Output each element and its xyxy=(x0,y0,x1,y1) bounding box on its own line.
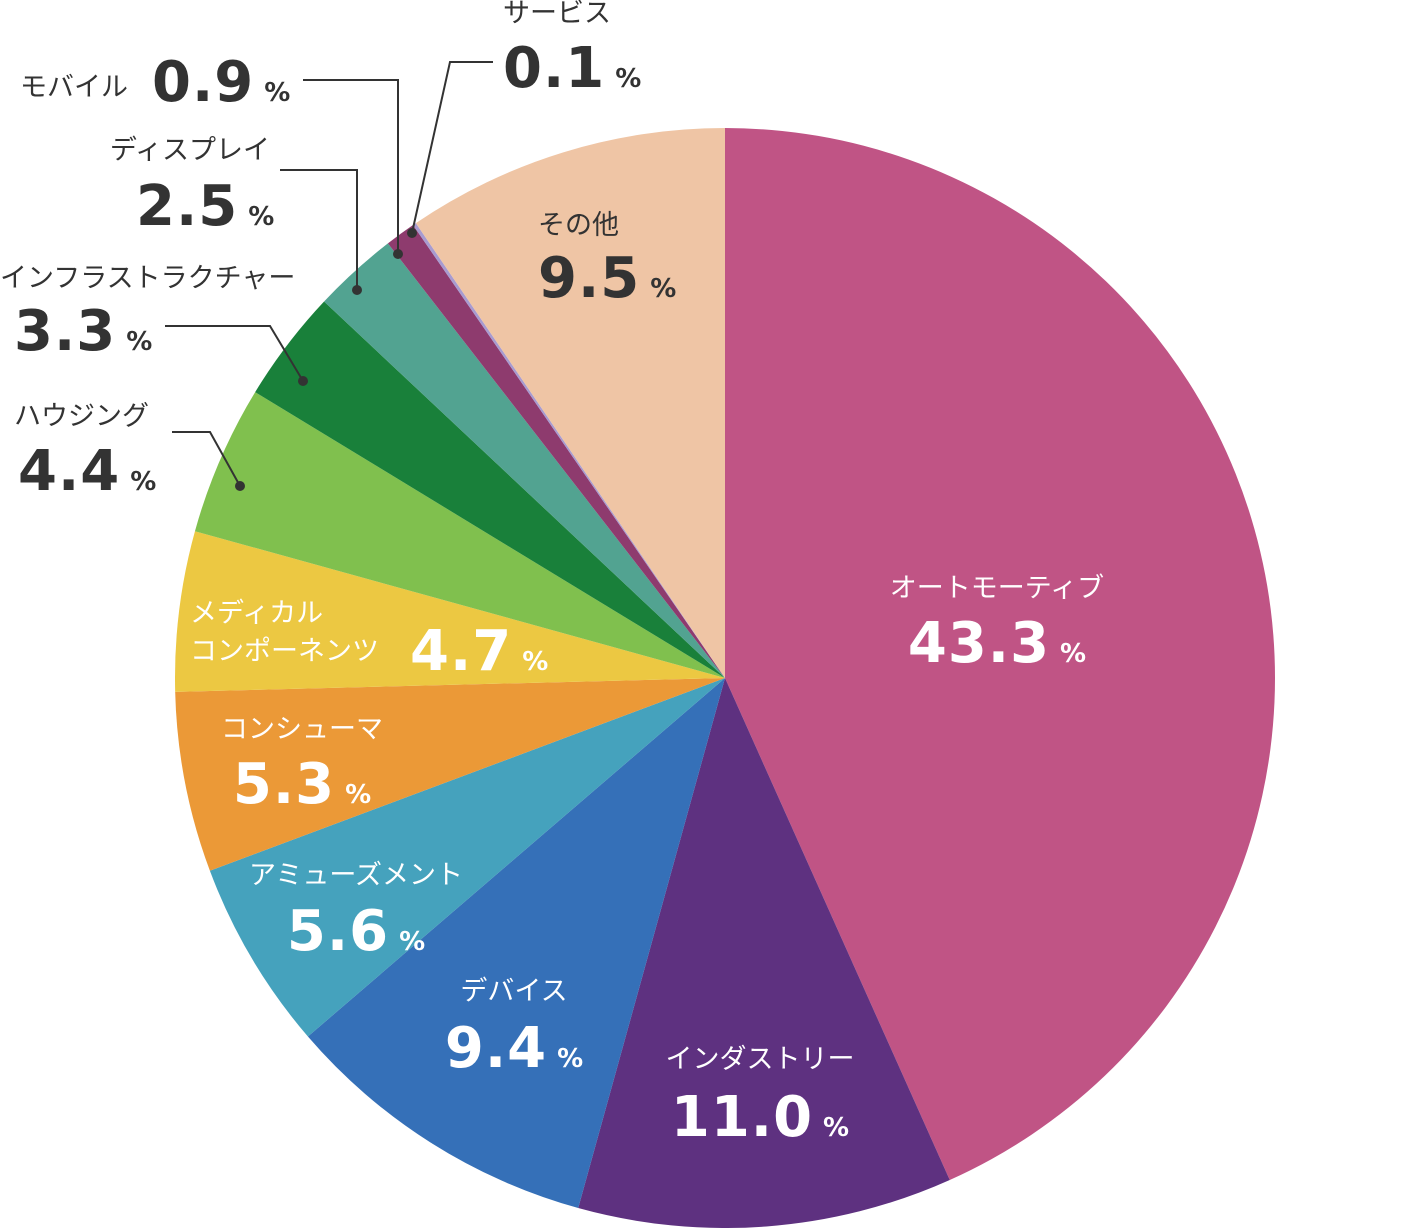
slice-label-6: ハウジング xyxy=(14,401,149,432)
slice-label-4: コンシューマ xyxy=(221,714,383,745)
slice-label-5-line2: コンポーネンツ xyxy=(190,636,379,667)
pie-slice-10 xyxy=(413,223,725,679)
slice-value-10: 0.1% xyxy=(503,36,641,101)
slice-value-7: 3.3% xyxy=(14,299,152,364)
leader-dot-7 xyxy=(298,376,308,386)
slice-labels: オートモーティブ 43.3 % インダストリー 11.0 % デバイス 9.4 % アミューズメン… xyxy=(0,0,1104,1150)
pie-slice-3 xyxy=(209,678,725,1037)
slice-value-11: 9.5% xyxy=(538,246,676,311)
slice-value-8: 2.5% xyxy=(136,174,274,239)
slice-label-7: インフラストラクチャー xyxy=(0,263,295,294)
pie-slice-9 xyxy=(387,225,725,678)
pie-slices xyxy=(174,128,1276,1228)
slice-label-11: その他 xyxy=(538,210,619,241)
slice-label-2: デバイス xyxy=(460,976,567,1007)
slice-value-6: 4.4% xyxy=(18,439,156,504)
pie-slice-5 xyxy=(174,531,725,692)
leader-line-9 xyxy=(303,79,399,254)
leader-dot-9 xyxy=(393,249,403,259)
slice-value-4: 5.3% xyxy=(233,752,371,817)
slice-label-0: オートモーティブ xyxy=(890,573,1104,604)
pie-slice-6 xyxy=(194,392,725,678)
leader-line-8 xyxy=(280,169,358,290)
leader-lines xyxy=(165,61,493,491)
slice-value-5: 4.7% xyxy=(410,619,548,684)
leader-dot-8 xyxy=(352,285,362,295)
slice-label-10: サービス xyxy=(503,0,611,29)
leader-dot-10 xyxy=(407,228,417,238)
slice-label-9: モバイル xyxy=(20,72,128,103)
slice-label-1: インダストリー xyxy=(666,1044,855,1075)
pie-slice-2 xyxy=(307,678,725,1209)
leader-line-7 xyxy=(165,325,304,382)
leader-line-10 xyxy=(411,61,493,234)
pie-slice-7 xyxy=(255,301,725,678)
pie-slice-0 xyxy=(725,128,1276,1180)
leader-dot-6 xyxy=(235,481,245,491)
slice-label-3: アミューズメント xyxy=(249,860,463,891)
slice-value-3: 5.6% xyxy=(287,899,425,964)
slice-label-8: ディスプレイ xyxy=(110,135,270,166)
pie-slice-11 xyxy=(415,128,725,678)
slice-value-1: 11.0% xyxy=(671,1085,849,1150)
slice-value-9: 0.9% xyxy=(152,50,290,115)
slice-label-5: メディカル xyxy=(190,598,323,629)
leader-line-6 xyxy=(172,431,241,487)
slice-value-2: 9.4% xyxy=(445,1016,583,1081)
slice-value-0: 43.3% xyxy=(908,611,1086,676)
pie-slice-4 xyxy=(175,678,726,871)
pie-slice-8 xyxy=(324,243,725,678)
pie-slice-1 xyxy=(578,678,950,1228)
